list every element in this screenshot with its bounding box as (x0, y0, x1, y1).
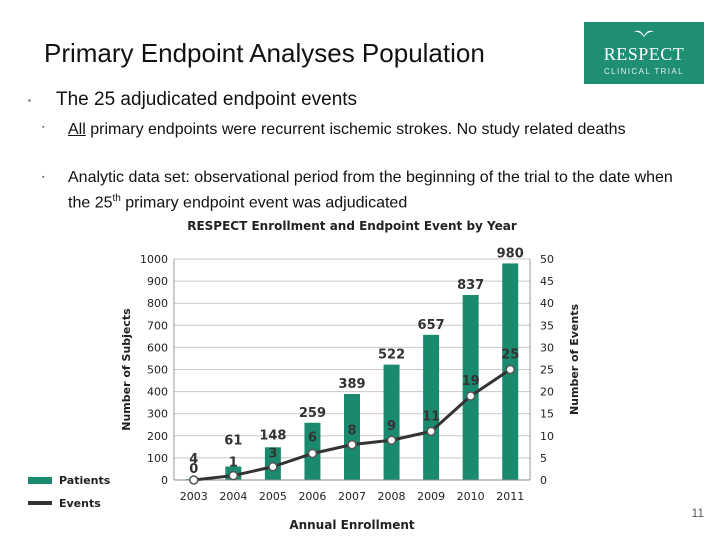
bar-patients (344, 394, 360, 480)
event-value-label: 1 (229, 456, 238, 471)
y-tick-label: 200 (147, 430, 168, 443)
respect-logo: RESPECT CLINICAL TRIAL (584, 22, 704, 84)
y-tick-label: 1000 (140, 253, 168, 266)
event-value-label: 11 (422, 409, 440, 424)
bullet-marker: ▪ (28, 96, 31, 105)
legend-patients-label: Patients (59, 474, 111, 487)
event-point (189, 475, 199, 485)
bullet-all-endpoints: All primary endpoints were recurrent isc… (68, 119, 668, 140)
event-value-label: 0 (189, 462, 198, 477)
x-tick-label: 2009 (417, 490, 445, 503)
x-tick-label: 2010 (457, 490, 485, 503)
y-tick-label: 600 (147, 341, 168, 354)
event-point (426, 426, 436, 437)
x-tick-label: 2007 (338, 490, 366, 503)
bullet-marker: ▪ (42, 124, 45, 131)
bar-value-label: 61 (224, 434, 242, 449)
bar-value-label: 389 (338, 377, 365, 392)
event-point (386, 435, 397, 445)
y-tick-label: 0 (161, 474, 168, 487)
logo-subtitle: CLINICAL TRIAL (603, 67, 685, 76)
y2-tick-label: 5 (540, 452, 547, 465)
event-value-label: 25 (501, 348, 519, 363)
event-value-label: 9 (387, 419, 396, 434)
legend-events-label: Events (59, 497, 101, 510)
bar-value-label: 148 (259, 428, 286, 443)
bar-patients (383, 364, 400, 480)
event-point (465, 391, 476, 401)
bar-patients (423, 334, 440, 480)
superscript-th: th (112, 193, 121, 204)
bullet-events: The 25 adjudicated endpoint events (56, 89, 358, 110)
x-tick-label: 2005 (259, 490, 287, 503)
bullet-text: primary endpoints were recurrent ischemi… (85, 121, 626, 138)
legend-patients-swatch (28, 477, 52, 484)
y-tick-label: 800 (147, 297, 168, 310)
page-number: 11 (691, 506, 704, 520)
bar-value-label: 522 (378, 348, 405, 363)
event-point (505, 364, 515, 375)
y2-tick-label: 10 (540, 430, 554, 443)
event-point (347, 439, 357, 450)
y2-tick-label: 25 (540, 364, 554, 377)
y2-tick-label: 35 (540, 319, 554, 332)
chart-title: RESPECT Enrollment and Endpoint Event by… (187, 219, 517, 233)
wings-icon (634, 30, 654, 37)
y2-tick-label: 15 (540, 408, 554, 421)
y-tick-label: 100 (147, 452, 168, 465)
x-tick-label: 2008 (378, 490, 406, 503)
bar-value-label: 837 (457, 278, 484, 293)
y2-tick-label: 45 (540, 275, 554, 288)
y2-axis-label: Number of Events (568, 304, 581, 415)
y-tick-label: 900 (147, 275, 168, 288)
bar-value-label: 657 (418, 318, 445, 333)
bar-value-label: 980 (497, 246, 524, 261)
y-tick-label: 500 (147, 364, 168, 377)
y2-tick-label: 40 (540, 297, 554, 310)
y-tick-label: 700 (147, 319, 168, 332)
event-value-label: 8 (347, 424, 356, 439)
bar-value-label: 4 (189, 452, 198, 467)
x-tick-label: 2006 (298, 490, 326, 503)
bar-patients (462, 295, 479, 480)
bullet-analytic-dataset: Analytic data set: observational period … (68, 167, 678, 213)
bullet-marker: ▪ (42, 174, 45, 181)
y2-tick-label: 0 (540, 474, 547, 487)
event-point (228, 470, 239, 481)
event-value-label: 6 (308, 430, 317, 445)
x-axis-label: Annual Enrollment (289, 518, 415, 532)
event-value-label: 19 (462, 374, 480, 389)
slide-title: Primary Endpoint Analyses Population (44, 38, 485, 68)
event-point (307, 448, 318, 459)
y2-tick-label: 30 (540, 341, 554, 354)
event-point (268, 461, 278, 472)
y2-tick-label: 20 (540, 386, 554, 399)
y-axis-label: Number of Subjects (120, 308, 133, 431)
event-value-label: 3 (268, 447, 277, 462)
underlined-all: All (68, 121, 86, 138)
y-tick-label: 300 (147, 408, 168, 421)
y-tick-label: 400 (147, 386, 168, 399)
bar-value-label: 259 (299, 406, 326, 421)
x-tick-label: 2011 (496, 490, 524, 503)
bullet-text: Analytic data set: observational period … (68, 169, 673, 212)
x-tick-label: 2004 (219, 490, 247, 503)
x-tick-label: 2003 (180, 490, 208, 503)
y2-tick-label: 50 (540, 253, 554, 266)
bullet-text: primary endpoint event was adjudicated (120, 194, 408, 212)
logo-name: RESPECT (603, 44, 685, 64)
